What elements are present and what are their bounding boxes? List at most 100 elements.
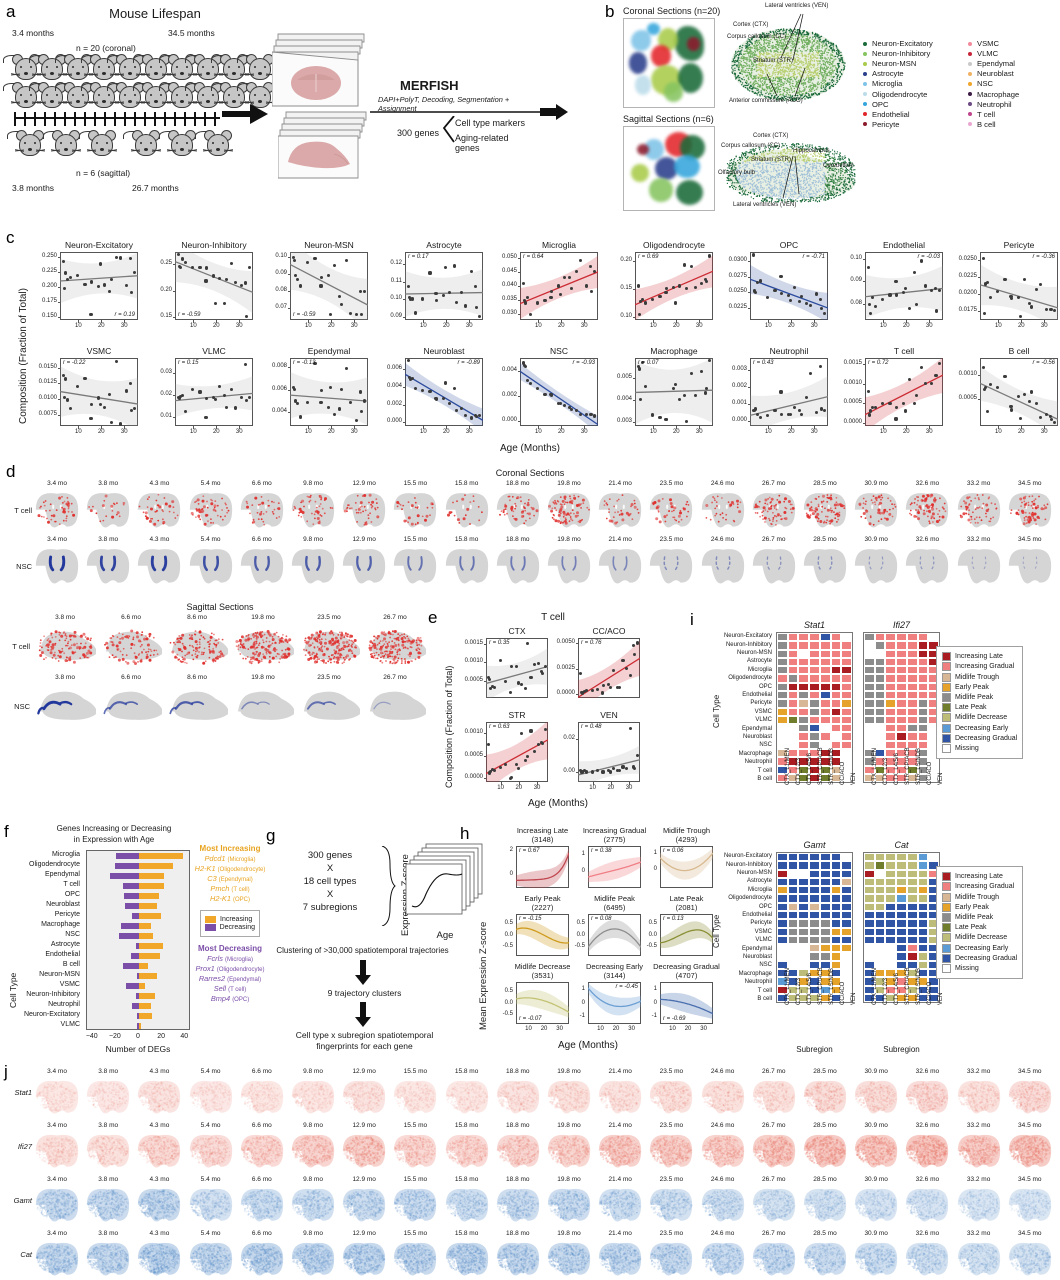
sagittal-annotation-leaders — [782, 155, 800, 199]
heatmap-cell — [841, 935, 852, 945]
correlation-label: r = 0.64 — [523, 254, 544, 260]
y-tick-label: 0 — [566, 1000, 585, 1006]
coronal-section-nsc — [700, 545, 746, 585]
heatmap-cell — [830, 773, 842, 783]
mouse-icon — [159, 128, 198, 162]
trajectory-curve — [516, 989, 569, 1018]
heatmap-col-label: VEN — [851, 773, 857, 785]
heatmap-cell — [906, 749, 918, 758]
heatmap-cell — [777, 765, 788, 774]
section-age-label: 3.4 mo — [34, 1068, 80, 1075]
data-point — [562, 275, 567, 280]
heatmap-grid — [863, 632, 940, 784]
data-point — [452, 264, 456, 268]
gene-expression-section — [597, 1239, 643, 1277]
data-point — [912, 401, 916, 405]
y-tick-label: 0.002 — [486, 392, 517, 398]
data-point — [915, 302, 919, 306]
data-point — [607, 683, 611, 687]
data-point — [981, 257, 985, 261]
data-point — [96, 396, 101, 400]
heatmap-cell — [906, 724, 918, 733]
heatmap-legend-item: Midlife Peak — [942, 692, 1017, 702]
data-point — [871, 295, 875, 299]
data-point — [881, 298, 885, 302]
heatmap-cell — [798, 773, 810, 783]
heatmap-cell — [787, 886, 799, 895]
bar-category-label: Pericyte — [0, 911, 80, 918]
data-point — [929, 288, 933, 293]
heatmap-cell — [885, 911, 897, 920]
gene-expression-section — [1007, 1185, 1053, 1223]
section-age-label: 30.9 mo — [853, 1230, 899, 1237]
data-point — [90, 280, 94, 284]
heatmap-cell — [896, 869, 907, 878]
umap-cluster — [631, 163, 650, 182]
legend-label: Early Peak — [955, 684, 989, 691]
data-point — [704, 279, 709, 284]
heatmap-legend-item: Midlife Decrease — [942, 933, 1017, 943]
correlation-label: r = -0.59 — [293, 312, 316, 318]
heatmap-cell — [917, 666, 929, 675]
legend-swatch — [942, 953, 951, 963]
heatmap-cell — [896, 985, 907, 994]
bar-decreasing — [132, 913, 139, 919]
bar-decreasing — [126, 983, 139, 989]
data-point — [559, 292, 563, 297]
data-point — [498, 765, 502, 769]
heatmap-col-label: STR_CP/ACB — [818, 968, 824, 1006]
panel-g-line-4: X — [282, 889, 378, 900]
y-tick — [977, 399, 980, 401]
y-tick — [977, 260, 980, 261]
section-age-label: 19.8 mo — [232, 614, 294, 621]
y-tick-label: 0.0005 — [831, 399, 862, 405]
data-point — [589, 290, 594, 294]
cluster-name: Early Peak — [502, 894, 583, 903]
section-age-label: 34.5 mo — [1007, 1230, 1053, 1237]
heatmap-col-label: VEN — [851, 993, 857, 1005]
coronal-section-nsc — [392, 545, 438, 585]
data-point — [319, 284, 323, 288]
data-point — [464, 413, 468, 417]
data-point — [822, 409, 827, 413]
coronal-section-tcell — [700, 489, 746, 529]
y-tick-label: 0.003 — [601, 418, 632, 424]
legend-label: Midlife Decrease — [955, 934, 1007, 941]
y-tick-label: 0.11 — [371, 278, 402, 284]
x-tick — [1044, 426, 1046, 429]
y-tick — [977, 375, 980, 376]
bar-decreasing — [114, 863, 139, 869]
heatmap-cell — [896, 877, 907, 887]
y-tick-label: 0.050 — [486, 254, 517, 260]
section-age-label: 3.8 mo — [34, 614, 96, 621]
panel-c-xlabel: Age (Months) — [0, 443, 1060, 454]
x-tick-label: 20 — [536, 1026, 552, 1032]
data-point — [624, 767, 628, 771]
data-point — [567, 405, 571, 409]
heatmap-cell — [906, 969, 918, 978]
legend-label: Increasing Gradual — [955, 663, 1014, 670]
data-point — [570, 287, 574, 291]
heatmap-cell — [830, 861, 842, 870]
gene-row-label: Stat1 — [2, 1088, 32, 1097]
x-tick — [929, 320, 931, 323]
gene-expression-section — [188, 1131, 234, 1169]
plot-frame — [290, 252, 368, 320]
heatmap-cell — [906, 682, 918, 692]
heatmap-col-label: CC/ACO — [840, 982, 846, 1005]
heatmap-cell — [885, 749, 897, 758]
data-point — [1049, 418, 1054, 422]
data-point — [556, 284, 561, 288]
x-tick — [883, 320, 885, 323]
y-tick-label: 0.15 — [601, 285, 632, 291]
data-point — [868, 409, 872, 413]
heatmap-cell — [864, 869, 875, 878]
heatmap-row-label: Neutrophil — [690, 979, 772, 985]
gene-expression-section — [904, 1077, 950, 1115]
gene-expression-section — [700, 1077, 746, 1115]
panel-g-arrow-2 — [355, 1002, 371, 1027]
heatmap-cell — [874, 715, 886, 725]
heatmap-cell — [830, 944, 842, 953]
data-point — [66, 278, 70, 282]
data-point — [176, 252, 180, 256]
